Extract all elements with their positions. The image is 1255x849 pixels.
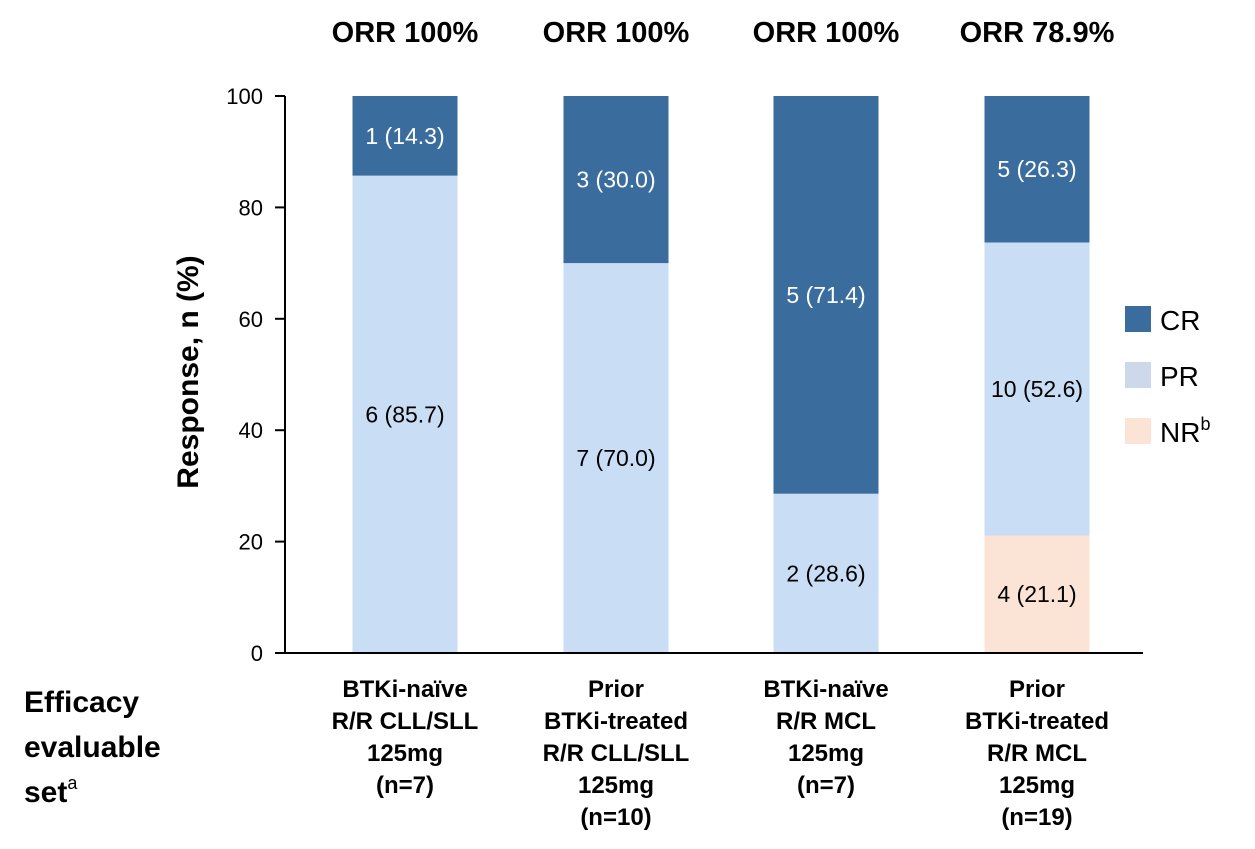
bar-segment-cr xyxy=(984,96,1090,243)
x-category-label: (n=7) xyxy=(797,772,855,799)
y-tick-label: 100 xyxy=(226,84,263,109)
data-label: 3 (30.0) xyxy=(576,167,655,193)
x-category-label: 125mg xyxy=(578,772,654,799)
data-label: 2 (28.6) xyxy=(786,560,865,586)
legend-swatch-cr xyxy=(1125,306,1151,332)
x-category-label: 125mg xyxy=(999,772,1075,799)
data-label: 10 (52.6) xyxy=(991,376,1083,402)
y-tick-label: 20 xyxy=(239,530,263,555)
x-category-label: R/R CLL/SLL xyxy=(543,740,690,767)
data-label: 5 (71.4) xyxy=(786,282,865,308)
x-category-label: (n=10) xyxy=(580,804,651,831)
x-category-label: Prior xyxy=(1009,676,1065,703)
orr-label: ORR 100% xyxy=(332,17,479,49)
x-category-label: BTKi-treated xyxy=(544,708,688,735)
x-category-label: BTKi-naïve xyxy=(342,676,467,703)
bar-segment-cr xyxy=(773,96,879,494)
legend-label: PR xyxy=(1160,361,1199,392)
bar-segment-pr xyxy=(352,175,458,653)
efficacy-set-label: Efficacy xyxy=(24,686,139,719)
legend-label: NRb xyxy=(1160,414,1210,448)
efficacy-set-label: evaluable xyxy=(24,731,161,764)
x-category-label: BTKi-treated xyxy=(965,708,1109,735)
bar-segment-pr xyxy=(773,493,879,653)
x-category-label: R/R MCL xyxy=(776,708,876,735)
y-axis-label: Response, n (%) xyxy=(172,255,205,488)
bar-segment-nr xyxy=(984,535,1090,653)
efficacy-set-label: seta xyxy=(24,773,78,809)
y-tick-label: 40 xyxy=(239,418,263,443)
orr-label: ORR 100% xyxy=(753,17,900,49)
legend-label: CR xyxy=(1160,305,1200,336)
x-category-label: (n=19) xyxy=(1001,804,1072,831)
x-category-label: R/R MCL xyxy=(987,740,1087,767)
y-tick-label: 80 xyxy=(239,195,263,220)
y-tick-label: 60 xyxy=(239,307,263,332)
x-category-label: 125mg xyxy=(788,740,864,767)
data-label: 6 (85.7) xyxy=(365,401,444,427)
data-label: 1 (14.3) xyxy=(365,123,444,149)
x-category-label: (n=7) xyxy=(376,772,434,799)
orr-label: ORR 100% xyxy=(543,17,690,49)
legend-swatch-nr xyxy=(1125,418,1151,444)
bar-segment-pr xyxy=(984,242,1090,536)
x-category-label: Prior xyxy=(588,676,644,703)
bar-segment-cr xyxy=(352,96,458,176)
x-category-label: 125mg xyxy=(367,740,443,767)
x-category-label: R/R CLL/SLL xyxy=(332,708,479,735)
legend-swatch-pr xyxy=(1125,362,1151,388)
orr-label: ORR 78.9% xyxy=(960,17,1115,49)
y-tick-label: 0 xyxy=(251,641,263,666)
data-label: 5 (26.3) xyxy=(997,156,1076,182)
bar-segment-pr xyxy=(563,263,669,653)
data-label: 7 (70.0) xyxy=(576,445,655,471)
bar-segment-cr xyxy=(563,96,669,264)
x-category-label: BTKi-naïve xyxy=(763,676,888,703)
data-label: 4 (21.1) xyxy=(997,581,1076,607)
